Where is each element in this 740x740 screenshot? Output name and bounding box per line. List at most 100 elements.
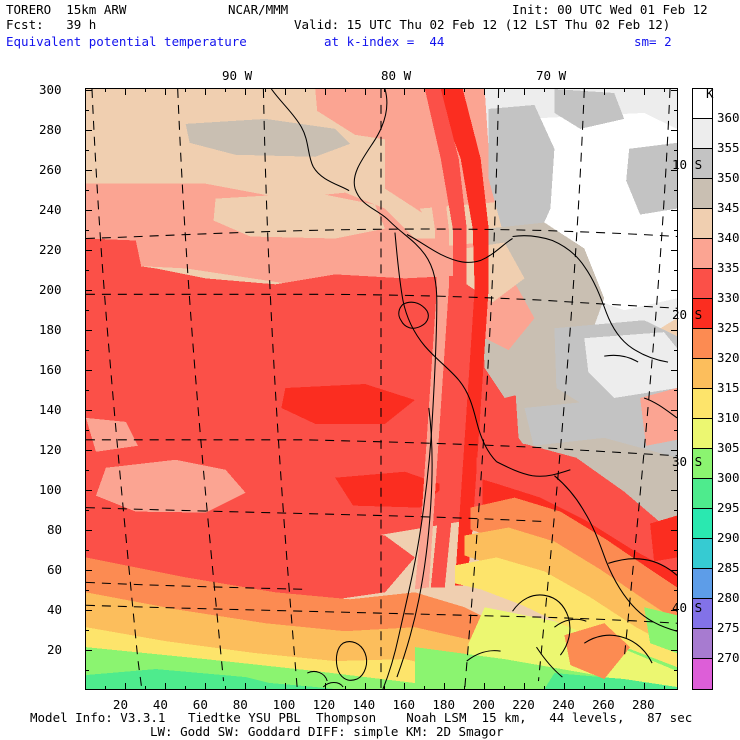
x-axis-tick (145, 686, 146, 690)
y-axis-tick (85, 90, 92, 91)
y-axis-tick (671, 530, 678, 531)
colorbar-band-18[interactable] (693, 629, 712, 659)
longitude-label-90W: 90 W (222, 68, 253, 83)
colorbar-band-13[interactable] (693, 479, 712, 509)
header-init-time: Init: 00 UTC Wed 01 Feb 12 (512, 2, 708, 17)
colorbar-band-11[interactable] (693, 419, 712, 449)
x-axis-label-220: 220 (512, 697, 535, 712)
colorbar-band-12[interactable] (693, 449, 712, 479)
x-axis-tick (504, 686, 505, 690)
y-axis-tick (85, 630, 89, 631)
x-axis-tick (384, 88, 385, 92)
y-axis-label-80: 80 (47, 522, 63, 537)
colorbar-tick-360: 360 (717, 110, 740, 125)
y-axis-tick (85, 570, 92, 571)
longitude-label-80W: 80 W (381, 68, 412, 83)
x-axis-tick (664, 686, 665, 690)
x-axis-tick (225, 88, 226, 92)
colorbar-tick-305: 305 (717, 440, 740, 455)
colorbar-band-6[interactable] (693, 269, 712, 299)
y-axis-tick (674, 150, 678, 151)
x-axis-tick (504, 88, 505, 92)
y-axis-tick (671, 330, 678, 331)
colorbar-band-19[interactable] (693, 659, 712, 689)
colorbar[interactable] (692, 88, 713, 690)
x-axis-tick (484, 88, 485, 95)
y-axis-tick (85, 490, 92, 491)
y-axis-tick (671, 570, 678, 571)
y-axis-tick (671, 130, 678, 131)
x-axis-tick (584, 88, 585, 92)
colorbar-band-1[interactable] (693, 119, 712, 149)
x-axis-tick (265, 88, 266, 92)
y-axis-tick (85, 350, 89, 351)
colorbar-band-10[interactable] (693, 389, 712, 419)
colorbar-tick-350: 350 (717, 170, 740, 185)
y-axis-label-120: 120 (39, 442, 62, 457)
x-axis-label-180: 180 (432, 697, 455, 712)
header-k-index: at k-index = 44 (324, 34, 445, 49)
x-axis-tick (544, 686, 545, 690)
y-axis-label-220: 220 (39, 242, 62, 257)
y-axis-tick (674, 670, 678, 671)
colorbar-band-7[interactable] (693, 299, 712, 329)
colorbar-band-0[interactable] (693, 89, 712, 119)
y-axis-tick (85, 550, 89, 551)
y-axis-label-200: 200 (39, 282, 62, 297)
colorbar-tick-355: 355 (717, 140, 740, 155)
y-axis-tick (674, 630, 678, 631)
x-axis-label-280: 280 (632, 697, 655, 712)
y-axis-tick (671, 450, 678, 451)
colorbar-band-14[interactable] (693, 509, 712, 539)
x-axis-tick (604, 88, 605, 95)
y-axis-tick (671, 370, 678, 371)
colorbar-tick-300: 300 (717, 470, 740, 485)
colorbar-tick-345: 345 (717, 200, 740, 215)
colorbar-band-8[interactable] (693, 329, 712, 359)
colorbar-band-2[interactable] (693, 149, 712, 179)
page-title: Equivalent potential temperature (6, 34, 247, 49)
y-axis-tick (85, 510, 89, 511)
y-axis-tick (85, 530, 92, 531)
y-axis-label-240: 240 (39, 202, 62, 217)
x-axis-tick (464, 88, 465, 92)
y-axis-tick (674, 590, 678, 591)
colorbar-band-16[interactable] (693, 569, 712, 599)
y-axis-tick (85, 210, 92, 211)
colorbar-tick-275: 275 (717, 620, 740, 635)
y-axis-tick (85, 670, 89, 671)
header-center-org: NCAR/MMM (228, 2, 289, 17)
x-axis-tick (524, 683, 525, 690)
x-axis-tick (624, 88, 625, 92)
x-axis-tick (265, 686, 266, 690)
map-plot-area[interactable] (85, 88, 678, 690)
x-axis-tick (285, 683, 286, 690)
colorbar-unit-label: K (706, 86, 714, 101)
latitude-label-10S: 10 S (672, 157, 703, 172)
y-axis-tick (85, 470, 89, 471)
x-axis-label-20: 20 (112, 697, 128, 712)
colorbar-band-15[interactable] (693, 539, 712, 569)
colorbar-tick-320: 320 (717, 350, 740, 365)
y-axis-tick (671, 170, 678, 171)
y-axis-tick (85, 250, 92, 251)
colorbar-band-4[interactable] (693, 209, 712, 239)
footer-model-info-line2: LW: Godd SW: Goddard DIFF: simple KM: 2D… (150, 724, 504, 739)
colorbar-band-9[interactable] (693, 359, 712, 389)
x-axis-tick (644, 88, 645, 95)
x-axis-tick (564, 88, 565, 95)
y-axis-tick (674, 310, 678, 311)
colorbar-tick-335: 335 (717, 260, 740, 275)
latitude-label-40S: 40 S (672, 600, 703, 615)
x-axis-tick (345, 88, 346, 92)
x-axis-tick (624, 686, 625, 690)
x-axis-tick (404, 683, 405, 690)
colorbar-band-5[interactable] (693, 239, 712, 269)
y-axis-tick (85, 610, 92, 611)
colorbar-band-3[interactable] (693, 179, 712, 209)
x-axis-label-100: 100 (272, 697, 296, 712)
colorbar-band-17[interactable] (693, 599, 712, 629)
x-axis-label-60: 60 (192, 697, 208, 712)
y-axis-tick (85, 270, 89, 271)
colorbar-tick-330: 330 (717, 290, 740, 305)
